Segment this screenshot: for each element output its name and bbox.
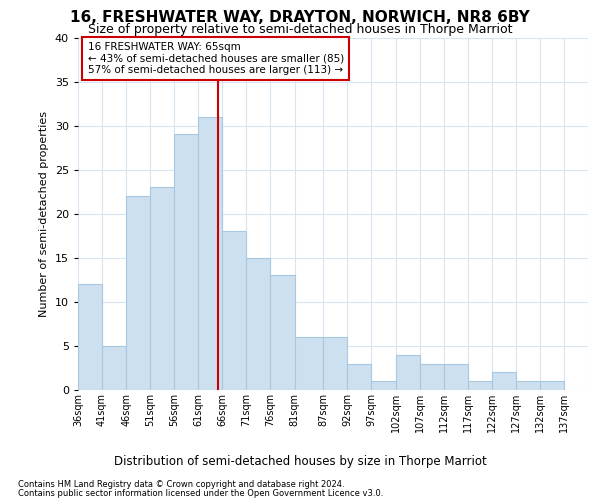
Bar (371, 381, 395, 390)
Bar (223, 232, 247, 390)
Bar (468, 381, 492, 390)
Bar (102, 346, 126, 390)
Bar (126, 196, 150, 390)
Text: 16, FRESHWATER WAY, DRAYTON, NORWICH, NR8 6BY: 16, FRESHWATER WAY, DRAYTON, NORWICH, NR… (70, 10, 530, 25)
Bar (516, 381, 540, 390)
Bar (492, 372, 516, 390)
Bar (443, 364, 468, 390)
Bar (347, 364, 371, 390)
Bar (419, 364, 443, 390)
Text: Contains HM Land Registry data © Crown copyright and database right 2024.: Contains HM Land Registry data © Crown c… (18, 480, 344, 489)
Bar (395, 355, 419, 390)
Y-axis label: Number of semi-detached properties: Number of semi-detached properties (39, 111, 49, 317)
Bar (174, 134, 198, 390)
Bar (247, 258, 271, 390)
Text: 16 FRESHWATER WAY: 65sqm
← 43% of semi-detached houses are smaller (85)
57% of s: 16 FRESHWATER WAY: 65sqm ← 43% of semi-d… (88, 42, 344, 75)
Text: Size of property relative to semi-detached houses in Thorpe Marriot: Size of property relative to semi-detach… (88, 22, 512, 36)
Bar (540, 381, 564, 390)
Text: Distribution of semi-detached houses by size in Thorpe Marriot: Distribution of semi-detached houses by … (113, 455, 487, 468)
Text: Contains public sector information licensed under the Open Government Licence v3: Contains public sector information licen… (18, 489, 383, 498)
Bar (78, 284, 102, 390)
Bar (323, 337, 347, 390)
Bar (295, 337, 323, 390)
Bar (271, 276, 295, 390)
Bar (150, 188, 174, 390)
Bar (198, 117, 223, 390)
